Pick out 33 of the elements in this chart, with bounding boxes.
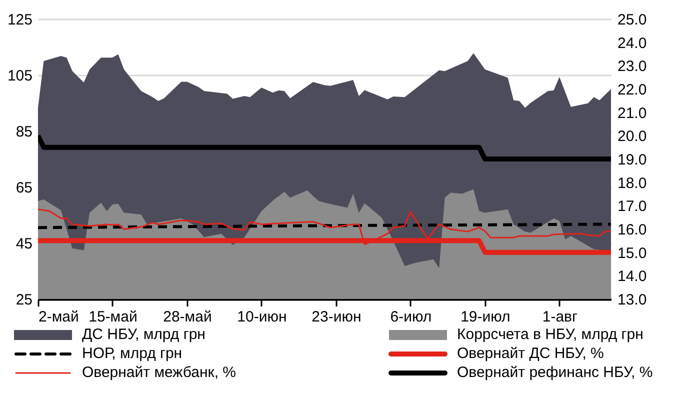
y-tick-label: 105 xyxy=(7,68,32,84)
x-tick-label: 15-май xyxy=(88,308,138,326)
x-tick-label: 23-июн xyxy=(312,308,362,326)
y2-tick-label: 15.0 xyxy=(618,244,647,262)
legend-label: ДС НБУ, млрд грн xyxy=(82,326,206,343)
y2-tick-label: 22.0 xyxy=(618,82,647,98)
y2-tick-label: 13.0 xyxy=(618,292,647,308)
y-tick-label: 65 xyxy=(16,180,32,196)
legend-label: Овернайт межбанк, % xyxy=(82,364,236,381)
x-tick-label: 1-авг xyxy=(542,308,578,326)
x-tick-label: 19-июл xyxy=(460,308,510,326)
y2-tick-label: 24.0 xyxy=(618,34,647,52)
y-tick-label: 85 xyxy=(16,124,32,140)
legend-label: Коррсчета в НБУ, млрд грн xyxy=(457,326,644,343)
x-tick-label: 10-июн xyxy=(237,308,287,326)
y-tick-label: 125 xyxy=(7,12,32,28)
y2-tick-label: 17.0 xyxy=(618,198,647,216)
y2-tick-label: 14.0 xyxy=(618,268,647,286)
y2-tick-label: 20.0 xyxy=(618,128,647,146)
y2-tick-label: 21.0 xyxy=(618,104,647,122)
y-tick-label: 25 xyxy=(16,292,32,308)
y-tick-label: 45 xyxy=(16,236,32,252)
x-tick-label: 2-май xyxy=(38,308,79,326)
y2-tick-label: 16.0 xyxy=(618,222,647,238)
y2-tick-label: 25.0 xyxy=(618,12,647,28)
legend-label: НОР, млрд грн xyxy=(82,345,182,362)
x-tick-label: 6-июл xyxy=(390,308,432,326)
legend-label: Овернайт ДС НБУ, % xyxy=(457,345,604,362)
y2-tick-label: 18.0 xyxy=(618,174,647,192)
y2-tick-label: 23.0 xyxy=(618,58,647,76)
legend-label: Овернайт рефинанс НБУ, % xyxy=(457,364,653,381)
x-tick-label: 28-май xyxy=(163,308,212,326)
y2-tick-label: 19.0 xyxy=(618,152,647,168)
